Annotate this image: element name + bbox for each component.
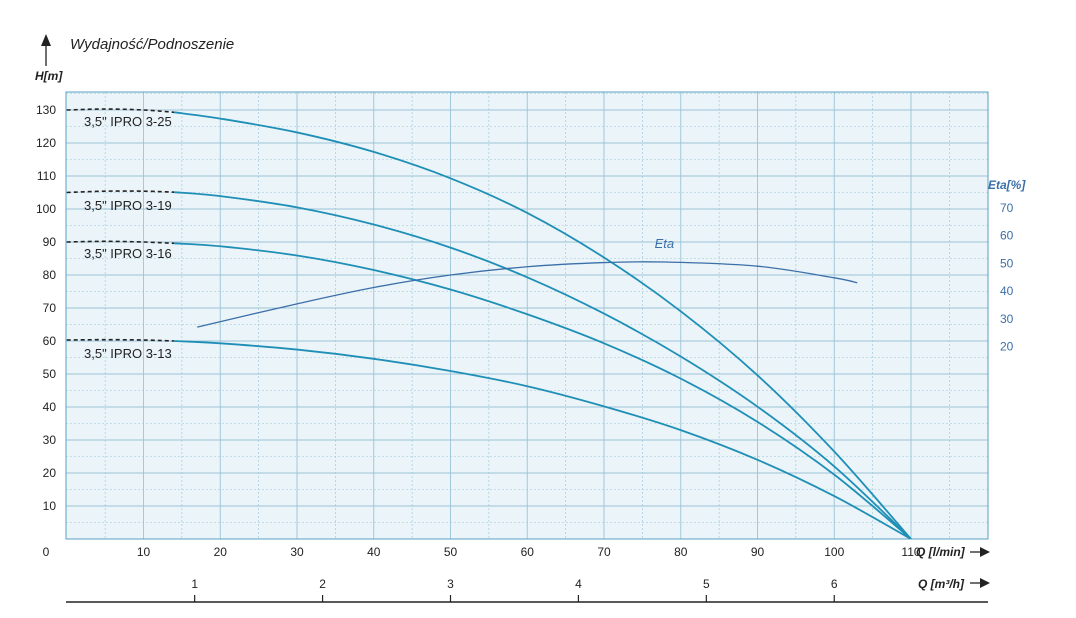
y-axis-label: H[m] <box>35 69 63 83</box>
series-label: 3,5" IPRO 3-13 <box>84 346 172 361</box>
series-line <box>174 340 912 539</box>
grid <box>65 91 989 540</box>
y-tick-label: 80 <box>43 268 57 282</box>
y-tick-label: 10 <box>43 499 57 513</box>
x-tick-label: 70 <box>597 545 611 559</box>
y-tick-label: 70 <box>43 301 57 315</box>
y2-tick-label: 60 <box>1000 229 1014 243</box>
y2-axis-label: Eta[%] <box>988 178 1026 192</box>
y2-tick-label: 40 <box>1000 284 1014 298</box>
x-tick-label: 60 <box>521 545 535 559</box>
series-extrapolation-dashed <box>66 108 175 114</box>
series-extrapolation-dashed <box>66 240 175 245</box>
x2-tick-label: 4 <box>575 577 582 591</box>
y-tick-label: 60 <box>43 334 57 348</box>
series-line <box>174 242 912 539</box>
x-tick-label: 50 <box>444 545 458 559</box>
plot-frame <box>65 91 989 540</box>
x-tick-label: 10 <box>137 545 151 559</box>
x-axis-label: Q [l/min] <box>916 545 966 559</box>
y-tick-label: 50 <box>43 367 57 381</box>
y-tick-label: 90 <box>43 235 57 249</box>
series-line <box>174 191 912 539</box>
series-extrapolation-dashed <box>66 190 175 194</box>
x2-tick-label: 6 <box>831 577 838 591</box>
x-tick-label: 40 <box>367 545 381 559</box>
series-label: 3,5" IPRO 3-19 <box>84 198 172 213</box>
x-tick-label: 110 <box>901 545 920 559</box>
curves <box>66 108 912 539</box>
x-axis-arrow <box>970 547 990 557</box>
y2-tick-label: 30 <box>1000 312 1014 326</box>
series-line <box>174 111 912 539</box>
labels: 3,5" IPRO 3-25 3,5" IPRO 3-19 3,5" IPRO 3-… <box>36 103 1014 602</box>
x-tick-label: 0 <box>43 545 50 559</box>
y-tick-label: 20 <box>43 466 57 480</box>
series-extrapolation-dashed <box>66 338 175 342</box>
x2-tick-label: 2 <box>319 577 326 591</box>
x2-axis-label: Q [m³/h] <box>918 577 965 591</box>
y-tick-label: 40 <box>43 400 57 414</box>
y2-tick-label: 20 <box>1000 340 1014 354</box>
y-tick-label: 30 <box>43 433 57 447</box>
x2-tick-label: 1 <box>191 577 198 591</box>
y-tick-label: 100 <box>36 202 56 216</box>
chart-title: Wydajność/Podnoszenie <box>70 36 234 53</box>
x-tick-label: 30 <box>290 545 304 559</box>
x-tick-label: 100 <box>824 545 844 559</box>
y-tick-label: 120 <box>36 136 56 150</box>
x-tick-label: 90 <box>751 545 765 559</box>
x-tick-label: 20 <box>214 545 228 559</box>
x2-tick-label: 3 <box>447 577 454 591</box>
x-tick-label: 80 <box>674 545 688 559</box>
series-label: 3,5" IPRO 3-16 <box>84 246 172 261</box>
y-axis-arrow <box>41 34 51 66</box>
eta-line <box>197 261 858 328</box>
y2-tick-label: 70 <box>1000 201 1014 215</box>
eta-series-label: Eta <box>655 236 675 251</box>
series-label: 3,5" IPRO 3-25 <box>84 114 172 129</box>
y2-tick-label: 50 <box>1000 256 1014 270</box>
y-tick-label: 110 <box>37 169 56 183</box>
x2-tick-label: 5 <box>703 577 710 591</box>
y-tick-label: 130 <box>36 103 56 117</box>
x2-axis-arrow <box>970 578 990 588</box>
